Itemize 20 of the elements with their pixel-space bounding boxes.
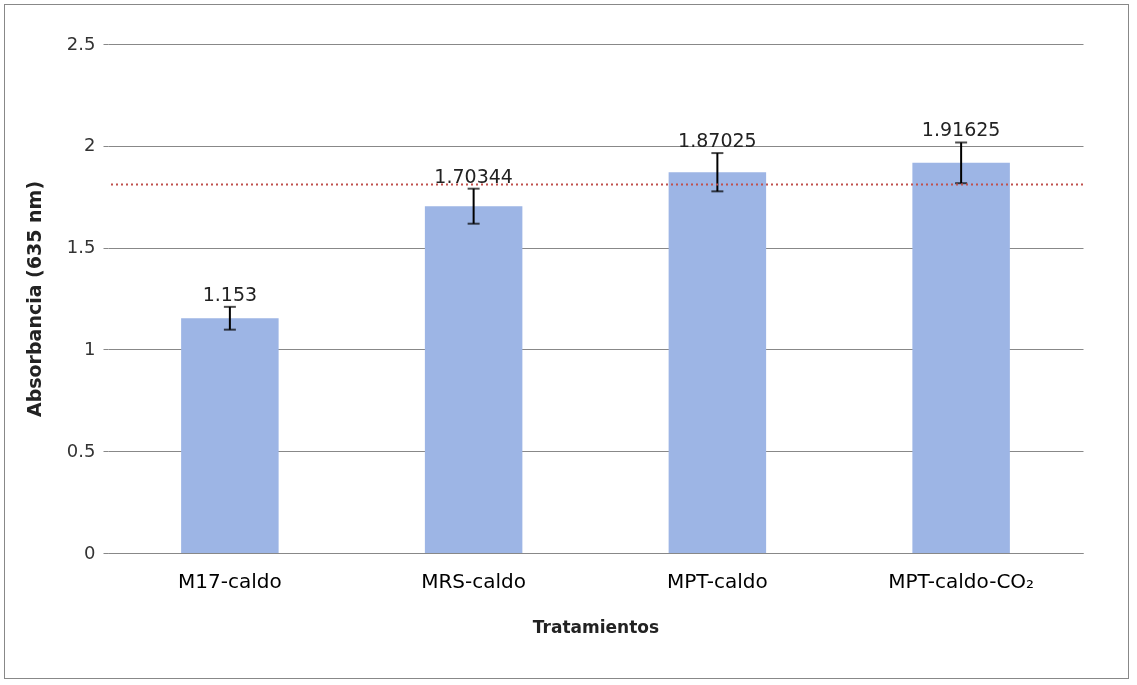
y-tick-label: 1 — [84, 337, 96, 359]
y-tick-label: 2 — [84, 134, 96, 156]
y-tick-label: 1.5 — [66, 236, 96, 258]
x-tick-label: M17-caldo — [178, 568, 282, 593]
y-axis-title: Absorbancia (635 nm) — [22, 180, 45, 418]
x-tick-label: MRS-caldo — [421, 568, 527, 593]
y-tick-label: 2.5 — [66, 32, 96, 54]
bar — [181, 318, 279, 553]
data-label: 1.87025 — [678, 129, 757, 152]
x-tick-label: MPT-caldo-CO₂ — [888, 568, 1035, 593]
data-label: 1.91625 — [921, 118, 1001, 141]
data-label: 1.153 — [202, 282, 258, 305]
bar — [668, 172, 767, 553]
bar — [424, 206, 523, 553]
x-axis-title: Tratamientos — [532, 616, 660, 637]
y-tick-label: 0 — [84, 541, 96, 563]
data-label: 1.70344 — [434, 164, 513, 187]
y-tick-label: 0.5 — [66, 439, 96, 461]
bar — [912, 162, 1010, 553]
x-tick-label: MPT-caldo — [667, 568, 768, 593]
